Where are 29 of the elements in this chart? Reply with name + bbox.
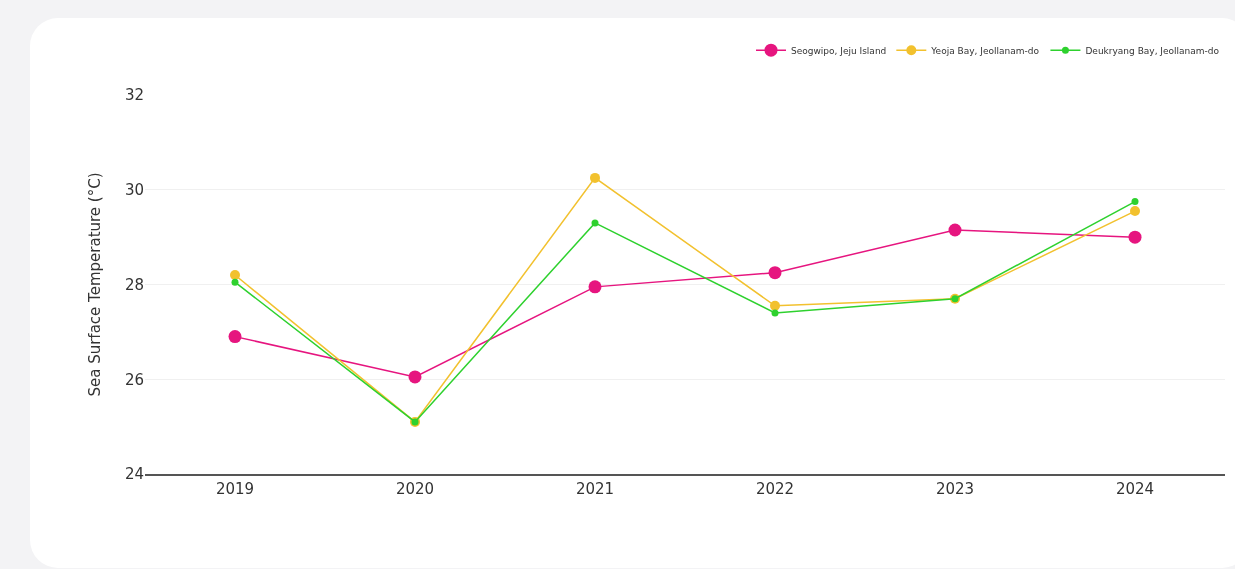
legend-label: Yeoja Bay, Jeollanam-do: [930, 45, 1040, 56]
point: [768, 266, 782, 280]
point: [591, 219, 599, 227]
x-tick-label: 2019: [215, 479, 255, 498]
point: [230, 270, 240, 281]
x-tick-label: 2024: [1115, 479, 1155, 498]
point: [231, 278, 239, 286]
y-tick-label: 32: [124, 86, 144, 105]
y-tick-label: 28: [124, 275, 144, 294]
point: [771, 309, 779, 317]
point: [1128, 230, 1142, 244]
point: [1131, 198, 1139, 206]
point: [408, 370, 422, 384]
x-tick-label: 2020: [395, 479, 435, 498]
x-tick-label: 2021: [575, 479, 615, 498]
x-tick-label: 2023: [935, 479, 975, 498]
point: [1130, 206, 1140, 217]
point: [770, 300, 780, 311]
y-axis-title: Sea Surface Temperature (°C): [86, 172, 105, 397]
y-tick-label: 24: [124, 465, 144, 484]
point: [590, 172, 600, 183]
y-tick-label: 26: [124, 370, 144, 389]
legend-label: Seogwipo, Jeju Island: [791, 45, 887, 56]
x-tick-label: 2022: [755, 479, 795, 498]
point: [588, 280, 602, 294]
point: [948, 223, 962, 237]
point: [228, 330, 242, 344]
y-tick-label: 30: [124, 181, 144, 199]
legend-label: Deukryang Bay, Jeollanam-do: [1085, 45, 1220, 56]
